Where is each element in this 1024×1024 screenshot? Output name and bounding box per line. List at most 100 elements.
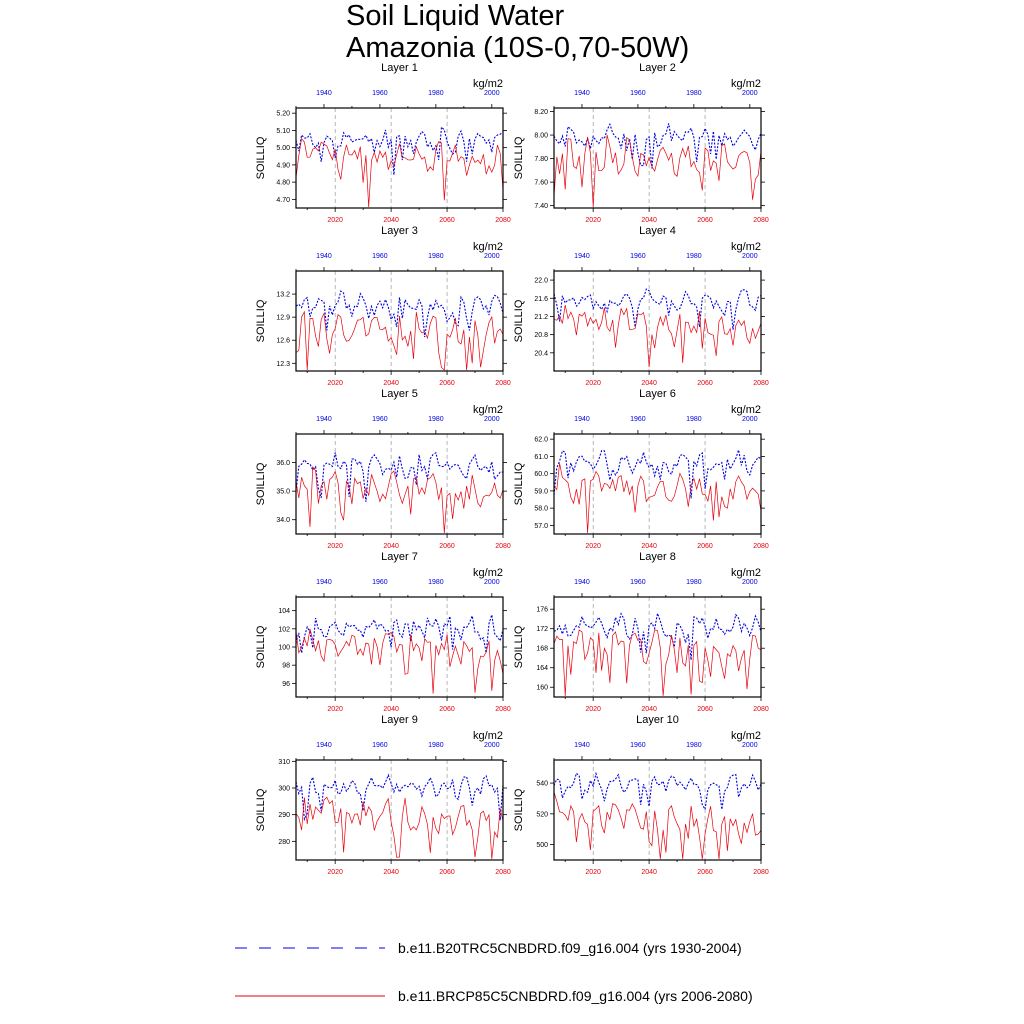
x-tick-label-bottom: 2020	[585, 543, 601, 550]
y-tick-label: 8.20	[534, 109, 548, 116]
y-tick-label: 102	[278, 626, 290, 633]
x-tick-label-top: 1980	[686, 416, 702, 423]
x-tick-label-top: 1940	[574, 90, 590, 97]
x-tick-label-top: 1940	[316, 90, 332, 97]
series-line-historical	[553, 449, 762, 499]
series-line-future	[553, 463, 762, 534]
y-tick-label: 100	[278, 645, 290, 652]
y-tick-label: 7.40	[534, 203, 548, 210]
y-tick-label: 21.2	[534, 314, 548, 321]
x-tick-label-top: 2000	[742, 579, 758, 586]
panel-title: Layer 6	[639, 388, 676, 400]
series-line-future	[295, 796, 504, 860]
y-axis-label: SOILLIQ	[255, 462, 267, 505]
units-label: kg/m2	[731, 241, 761, 253]
series-line-future	[553, 304, 762, 368]
x-tick-label-top: 1940	[574, 742, 590, 749]
panel-layer-1: Layer 1 kg/m2 SOILLIQ 4.70 4.80 4.90 5.00 5.10 5…	[255, 62, 511, 224]
x-tick-label-top: 1940	[574, 579, 590, 586]
y-axis-label: SOILLIQ	[255, 788, 267, 831]
y-tick-label: 5.10	[276, 128, 290, 135]
x-tick-label-bottom: 2020	[327, 380, 343, 387]
x-tick-label-bottom: 2040	[383, 380, 399, 387]
x-tick-label-bottom: 2020	[327, 217, 343, 224]
series-line-future	[553, 629, 762, 697]
x-tick-label-bottom: 2060	[697, 869, 713, 876]
y-tick-label: 98	[282, 663, 290, 670]
x-tick-label-top: 1960	[630, 416, 646, 423]
plot-frame	[295, 433, 504, 535]
units-label: kg/m2	[473, 730, 503, 742]
y-tick-label: 12.6	[276, 338, 290, 345]
y-tick-label: 13.2	[276, 292, 290, 299]
series-line-historical	[553, 288, 762, 330]
x-tick-label-bottom: 2040	[641, 380, 657, 387]
x-tick-label-top: 1980	[428, 579, 444, 586]
x-tick-label-bottom: 2060	[697, 543, 713, 550]
y-tick-label: 8.00	[534, 133, 548, 140]
y-tick-label: 12.3	[276, 361, 290, 368]
y-tick-label: 520	[536, 811, 548, 818]
legend-label-historical: b.e11.B20TRC5CNBDRD.f09_g16.004 (yrs 193…	[398, 940, 742, 956]
x-tick-label-top: 1980	[428, 90, 444, 97]
y-tick-label: 172	[536, 626, 548, 633]
x-tick-label-bottom: 2080	[495, 869, 511, 876]
x-tick-label-top: 2000	[484, 416, 500, 423]
x-tick-label-bottom: 2060	[439, 380, 455, 387]
x-tick-label-top: 1980	[428, 253, 444, 260]
panel-layer-2: Layer 2 kg/m2 SOILLIQ 7.40 7.60 7.80 8.00 8.20 2…	[513, 62, 769, 224]
plot-frame	[295, 107, 504, 209]
x-tick-label-bottom: 2060	[697, 380, 713, 387]
y-tick-label: 62.0	[534, 437, 548, 444]
panel-title: Layer 5	[381, 388, 418, 400]
y-tick-label: 35.0	[276, 489, 290, 496]
x-tick-label-bottom: 2020	[585, 706, 601, 713]
y-tick-label: 5.20	[276, 111, 290, 118]
y-tick-label: 20.8	[534, 332, 548, 339]
y-tick-label: 310	[278, 759, 290, 766]
panel-layer-9: Layer 9 kg/m2 SOILLIQ 280 290 300 310 2020 2040 2…	[255, 714, 511, 876]
x-tick-label-bottom: 2080	[753, 543, 769, 550]
panel-title: Layer 1	[381, 62, 418, 74]
panel-layer-6: Layer 6 kg/m2 SOILLIQ 57.0 58.0 59.0 60.0 61.0 6…	[513, 388, 769, 550]
y-tick-label: 58.0	[534, 506, 548, 513]
x-tick-label-top: 1940	[316, 253, 332, 260]
x-tick-label-bottom: 2060	[439, 217, 455, 224]
units-label: kg/m2	[731, 404, 761, 416]
y-tick-label: 60.0	[534, 471, 548, 478]
units-label: kg/m2	[731, 78, 761, 90]
x-tick-label-top: 1940	[574, 253, 590, 260]
units-label: kg/m2	[473, 241, 503, 253]
units-label: kg/m2	[731, 730, 761, 742]
units-label: kg/m2	[473, 78, 503, 90]
x-tick-label-top: 2000	[742, 90, 758, 97]
y-axis-label: SOILLIQ	[513, 625, 525, 668]
x-tick-label-top: 1940	[316, 416, 332, 423]
y-tick-label: 5.00	[276, 145, 290, 152]
panel-layer-10: Layer 10 kg/m2 SOILLIQ 500 520 540 2020 2040 206…	[513, 714, 769, 876]
x-tick-label-bottom: 2080	[753, 869, 769, 876]
y-tick-label: 7.80	[534, 156, 548, 163]
y-tick-label: 7.60	[534, 180, 548, 187]
y-axis-label: SOILLIQ	[513, 136, 525, 179]
series-line-historical	[295, 773, 504, 822]
units-label: kg/m2	[473, 567, 503, 579]
x-tick-label-bottom: 2080	[495, 706, 511, 713]
plot-frame	[295, 270, 504, 372]
x-tick-label-top: 1980	[428, 416, 444, 423]
panel-layer-7: Layer 7 kg/m2 SOILLIQ 96 98 100 102 104 2020 2040…	[255, 551, 511, 713]
y-tick-label: 300	[278, 786, 290, 793]
x-tick-label-top: 1960	[372, 742, 388, 749]
series-line-historical	[295, 290, 504, 338]
x-tick-label-bottom: 2080	[495, 217, 511, 224]
panel-title: Layer 10	[636, 714, 679, 726]
y-tick-label: 21.6	[534, 296, 548, 303]
panel-grid: Layer 1 kg/m2 SOILLIQ 4.70 4.80 4.90 5.00 5.10 5…	[255, 62, 769, 876]
y-axis-label: SOILLIQ	[513, 788, 525, 831]
x-tick-label-bottom: 2040	[383, 869, 399, 876]
x-tick-label-bottom: 2040	[641, 869, 657, 876]
x-tick-label-bottom: 2040	[641, 543, 657, 550]
panel-title: Layer 3	[381, 225, 418, 237]
y-tick-label: 4.70	[276, 197, 290, 204]
plot-frame	[553, 433, 762, 535]
